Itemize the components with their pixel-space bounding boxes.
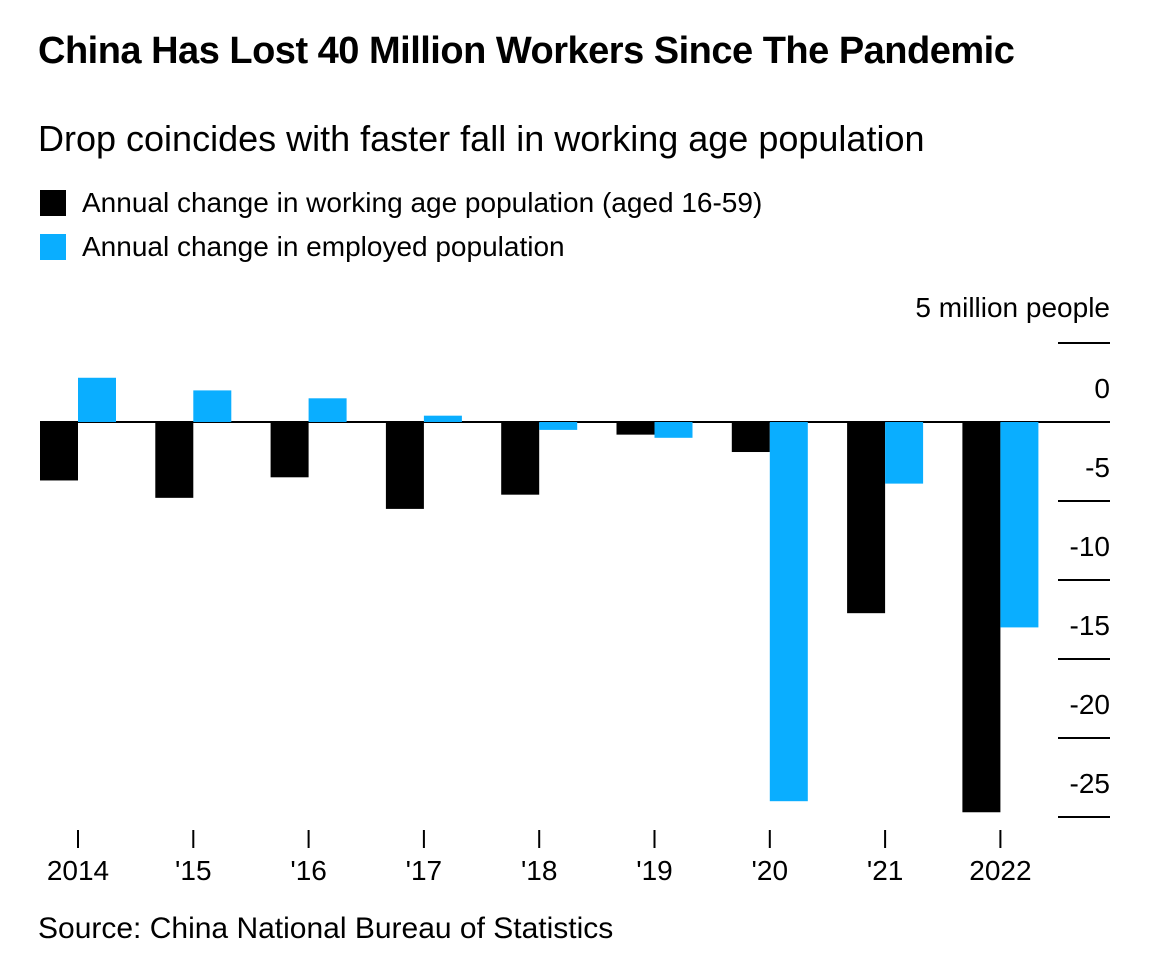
bar-working-age [155,422,194,498]
bar-employed [654,422,693,438]
y-tick-label: -20 [1070,689,1110,720]
legend-item-working-age: Annual change in working age population … [40,186,762,220]
x-tick-label: '21 [867,855,904,886]
x-tick-label: '20 [752,855,789,886]
y-tick-label: -10 [1070,531,1110,562]
bar-employed [193,390,232,422]
bar-employed [769,422,808,802]
legend-swatch-employed [40,234,66,260]
y-tick-label: 0 [1094,373,1110,404]
bar-working-age [962,422,1001,813]
legend-label-working-age: Annual change in working age population … [82,187,763,218]
y-tick-label: -15 [1070,610,1110,641]
legend-label-employed: Annual change in employed population [82,231,565,262]
x-tick-label: 2022 [969,855,1031,886]
x-tick-label: '17 [406,855,443,886]
source-note: Source: China National Bureau of Statist… [38,912,614,945]
bar-employed [423,415,462,422]
chart-subtitle: Drop coincides with faster fall in worki… [38,118,925,159]
bar-employed [308,398,347,422]
bar-working-age [501,422,540,495]
chart-title: China Has Lost 40 Million Workers Since … [38,30,1015,72]
bar-working-age [385,422,424,509]
x-tick-label: '18 [521,855,558,886]
y-axis-unit-label: 5 million people [915,292,1110,323]
y-tick-label: -25 [1070,768,1110,799]
bar-working-age [731,422,770,453]
x-tick-label: 2014 [47,855,109,886]
bar-employed [78,377,116,422]
bar-employed [1000,422,1039,628]
y-tick-label: -5 [1085,452,1110,483]
x-tick-label: '15 [175,855,212,886]
bar-employed [539,422,578,430]
bar-working-age [270,422,309,478]
legend-item-employed: Annual change in employed population [40,230,762,264]
legend: Annual change in working age population … [40,186,762,274]
bar-working-age [847,422,886,614]
x-tick-label: '16 [290,855,327,886]
legend-swatch-working-age [40,190,66,216]
bar-working-age [616,422,655,435]
bar-employed [885,422,924,484]
x-tick-label: '19 [636,855,673,886]
bar-working-age [40,422,78,481]
